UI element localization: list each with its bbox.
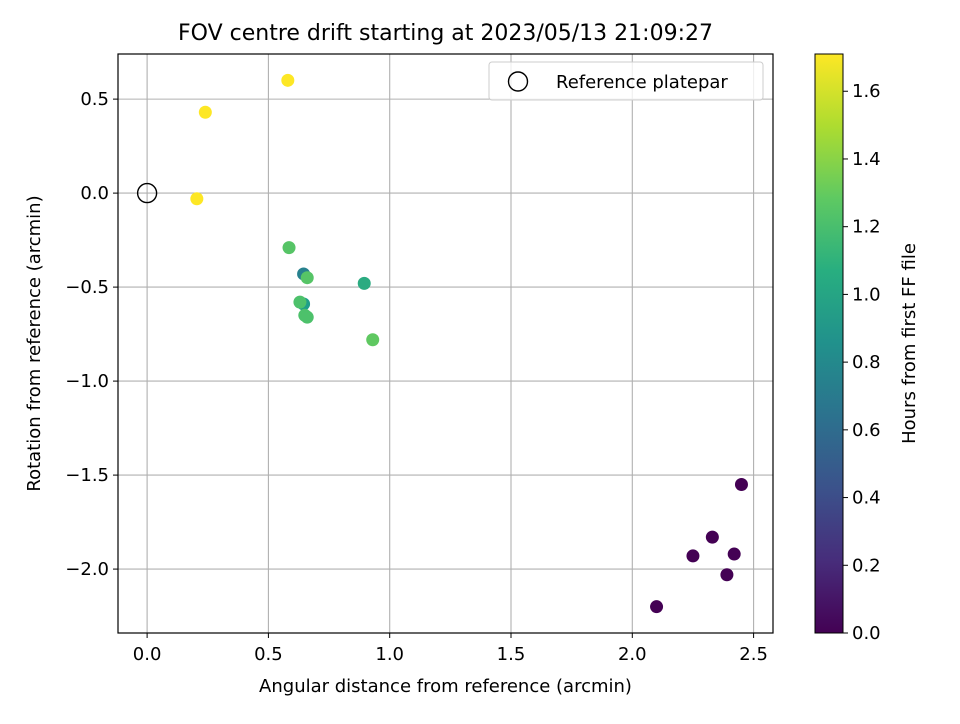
colorbar-tick-label: 0.6 — [852, 420, 881, 441]
x-tick-label: 0.5 — [254, 644, 283, 665]
legend-box — [488, 61, 764, 101]
x-tick-label: 0.0 — [133, 644, 162, 665]
plot-frame — [117, 53, 774, 634]
y-tick-label: −1.0 — [65, 371, 109, 392]
colorbar: 0.0 0.2 0.4 0.6 0.8 1.0 1.2 1.4 1.6 Hours from f… — [814, 53, 920, 644]
colorbar-tick-label: 1.4 — [852, 149, 881, 170]
y-axis-ticks: 0.5 0.0 −0.5 −1.0 −1.5 −2.0 — [65, 89, 118, 580]
chart-title: FOV centre drift starting at 2023/05/13 … — [178, 21, 713, 46]
x-axis-label: Angular distance from reference (arcmin) — [259, 676, 632, 697]
colorbar-tick-label: 1.6 — [852, 81, 881, 102]
colorbar-tick-label: 0.2 — [852, 555, 881, 576]
colorbar-tick-label: 0.4 — [852, 488, 881, 509]
grid — [118, 54, 773, 633]
legend-label-reference: Reference platepar — [556, 72, 728, 93]
x-tick-label: 2.5 — [739, 644, 768, 665]
scatter-point — [727, 547, 741, 561]
scatter-point — [190, 192, 204, 206]
y-axis-label: Rotation from reference (arcmin) — [24, 195, 45, 491]
legend: Reference platepar — [488, 61, 764, 101]
scatter-point — [282, 241, 296, 255]
colorbar-tick-label: 0.0 — [852, 623, 881, 644]
x-tick-label: 2.0 — [618, 644, 647, 665]
scatter-point — [300, 310, 314, 324]
legend-marker-reference — [507, 71, 529, 92]
colorbar-ticks: 0.0 0.2 0.4 0.6 0.8 1.0 1.2 1.4 1.6 — [843, 81, 881, 644]
x-tick-label: 1.0 — [375, 644, 404, 665]
scatter-point — [650, 600, 664, 614]
colorbar-tick-label: 1.2 — [852, 217, 881, 238]
scatter-point — [686, 549, 700, 563]
y-tick-label: 0.5 — [80, 89, 109, 110]
scatter-point — [198, 105, 212, 119]
colorbar-label: Hours from first FF file — [899, 243, 920, 444]
y-tick-label: 0.0 — [80, 183, 109, 204]
x-axis-ticks: 0.0 0.5 1.0 1.5 2.0 2.5 — [133, 633, 768, 665]
scatter-point — [366, 333, 380, 347]
colorbar-tick-label: 0.8 — [852, 352, 881, 373]
colorbar-tick-label: 1.0 — [852, 284, 881, 305]
x-tick-label: 1.5 — [497, 644, 526, 665]
scatter-point — [300, 271, 314, 285]
scatter-point — [705, 530, 719, 544]
colorbar-gradient — [814, 53, 844, 634]
reference-platepar-marker — [136, 182, 158, 204]
scatter-point — [281, 73, 295, 87]
scatter-point — [293, 295, 307, 309]
y-tick-label: −2.0 — [65, 559, 109, 580]
scatter-point — [734, 477, 748, 491]
y-tick-label: −0.5 — [65, 277, 109, 298]
y-tick-label: −1.5 — [65, 465, 109, 486]
scatter-point — [720, 568, 734, 582]
scatter-point — [357, 276, 371, 290]
scatter-points — [136, 73, 748, 614]
